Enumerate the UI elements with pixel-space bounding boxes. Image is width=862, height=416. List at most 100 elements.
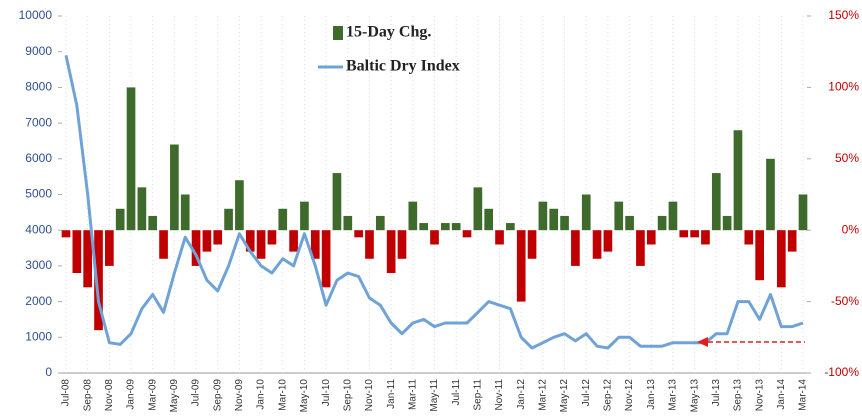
bar	[191, 230, 201, 266]
bar	[310, 230, 320, 259]
bar	[506, 223, 515, 231]
x-tick-label: Nov-10	[364, 379, 375, 412]
y-tick-label: 9000	[25, 44, 52, 58]
y-tick-label: 10000	[19, 8, 53, 22]
bar	[625, 215, 634, 231]
x-tick-label: Mar-14	[798, 379, 809, 411]
line	[64, 54, 804, 350]
bar	[115, 208, 125, 231]
y-tick-label: 2000	[25, 294, 52, 308]
bar	[571, 230, 580, 266]
bar	[755, 230, 764, 281]
bar	[776, 230, 786, 288]
x-tick-label: May-09	[169, 379, 180, 413]
bar	[603, 230, 613, 252]
bar	[267, 230, 277, 245]
bar	[300, 201, 309, 231]
y-tick-label: 1000	[25, 329, 52, 343]
y-tick-label: 7000	[25, 115, 52, 129]
bar	[527, 230, 537, 259]
x-tick-label: Jan-13	[646, 379, 657, 410]
bar	[484, 208, 494, 231]
bar	[126, 87, 136, 231]
bar	[473, 187, 483, 231]
x-tick-label: Mar-11	[407, 379, 418, 410]
bar	[354, 230, 363, 238]
bar	[397, 230, 407, 259]
bar	[668, 201, 678, 231]
bar	[592, 230, 602, 259]
x-tick-label: Jan-11	[386, 379, 397, 409]
y-tick-label: 0	[45, 365, 52, 379]
x-tick-label: Sep-12	[603, 379, 614, 412]
bar	[235, 180, 244, 231]
bar	[159, 230, 168, 259]
x-tick-label: Nov-11	[494, 379, 505, 411]
y2-tick-label: 50%	[835, 151, 859, 165]
bar	[202, 230, 212, 252]
bar	[321, 230, 331, 288]
bar	[798, 194, 808, 231]
y-tick-label: 4000	[25, 222, 52, 236]
bar	[61, 230, 71, 238]
bar	[657, 215, 667, 231]
x-tick-label: Jan-10	[256, 379, 267, 410]
x-tick-label: May-12	[559, 379, 570, 413]
y-tick-label: 5000	[25, 187, 52, 201]
x-tick-label: Sep-11	[472, 379, 483, 411]
bar	[105, 230, 114, 266]
bar	[646, 230, 656, 245]
bar	[614, 201, 624, 231]
x-tick-label: Jul-10	[321, 379, 332, 407]
bar	[419, 223, 428, 231]
bar	[256, 230, 266, 259]
x-tick-label: Mar-13	[668, 379, 679, 411]
bar	[711, 173, 721, 231]
bar	[332, 173, 342, 231]
bar	[213, 230, 223, 245]
bar	[278, 208, 288, 231]
bar	[690, 230, 699, 238]
y2-tick-label: 0%	[842, 222, 860, 236]
bar	[289, 230, 298, 252]
bar	[581, 194, 591, 231]
x-tick-label: Sep-10	[342, 379, 353, 412]
legend-label: Baltic Dry Index	[346, 58, 460, 75]
y-tick-label: 8000	[25, 80, 52, 94]
legend-label: 15-Day Chg.	[346, 24, 431, 41]
bar	[549, 208, 559, 231]
y2-tick-label: 100%	[828, 80, 859, 94]
bar	[72, 230, 82, 274]
bar	[495, 230, 504, 245]
x-tick-label: Jul-13	[711, 379, 722, 407]
bar	[560, 215, 569, 231]
x-tick-label: Mar-12	[538, 379, 549, 411]
y2-tick-label: 150%	[828, 8, 859, 22]
x-tick-label: Nov-08	[104, 379, 115, 412]
x-tick-label: Jan-14	[776, 379, 787, 410]
x-tick-label: Nov-13	[754, 379, 765, 412]
bar	[365, 230, 374, 259]
bar	[83, 230, 93, 288]
legend-swatch	[333, 26, 343, 40]
x-tick-label: Jul-11	[451, 379, 462, 406]
bar	[701, 230, 710, 245]
bar	[94, 230, 103, 331]
x-tick-label: Sep-13	[733, 379, 744, 412]
bar	[180, 194, 190, 231]
bar	[516, 230, 526, 302]
y-tick-label: 3000	[25, 258, 52, 272]
bar	[451, 223, 461, 231]
bar	[408, 201, 418, 231]
x-tick-label: Nov-12	[624, 379, 635, 412]
bar	[170, 144, 179, 231]
bar	[744, 230, 754, 245]
x-tick-label: Sep-08	[82, 379, 93, 412]
bar	[148, 215, 158, 231]
bar	[430, 230, 439, 245]
x-tick-label: Mar-09	[147, 379, 158, 411]
bar	[787, 230, 797, 252]
x-tick-label: May-11	[429, 379, 440, 412]
bar	[722, 215, 732, 231]
